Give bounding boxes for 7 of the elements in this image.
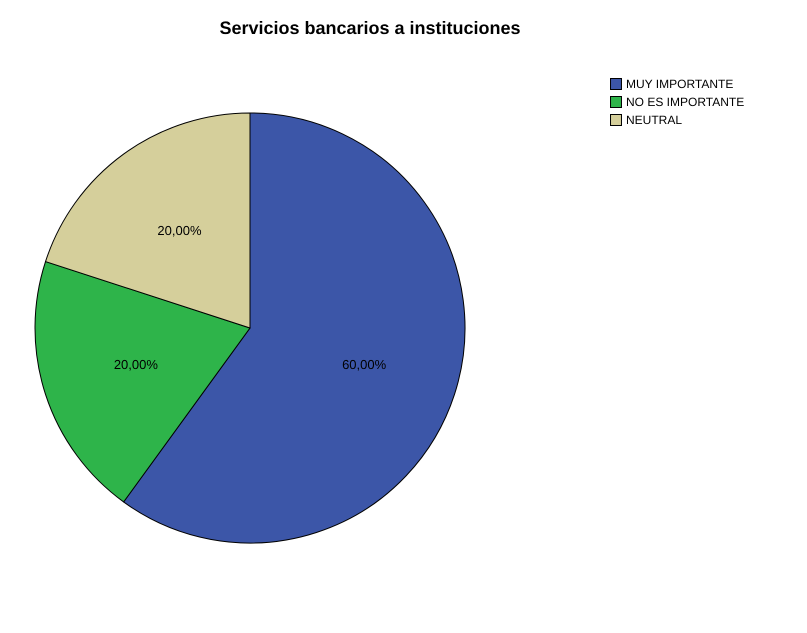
legend-label: NEUTRAL	[626, 113, 682, 127]
legend-label: MUY IMPORTANTE	[626, 77, 734, 91]
data-label: 60,00%	[342, 357, 387, 372]
chart-title: Servicios bancarios a instituciones	[219, 18, 521, 38]
legend-label: NO ES IMPORTANTE	[626, 95, 744, 109]
data-label: 20,00%	[157, 222, 202, 238]
data-label: 20,00%	[114, 357, 158, 372]
